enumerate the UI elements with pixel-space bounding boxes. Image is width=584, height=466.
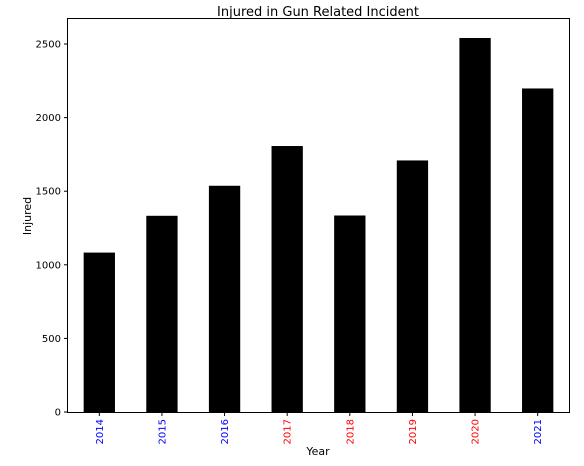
chart-title: Injured in Gun Related Incident — [217, 5, 419, 20]
x-tick-label-2015: 2015 — [157, 419, 168, 444]
x-tick-label-2016: 2016 — [220, 419, 231, 444]
y-tick-label: 2000 — [36, 113, 61, 124]
x-tick-label-2017: 2017 — [283, 419, 294, 444]
x-tick-label-2021: 2021 — [533, 419, 544, 444]
y-tick-label: 1500 — [36, 187, 61, 198]
bar-2021 — [522, 88, 554, 413]
plot-area: 0 500 1000 1500 2000 2500 2014 2015 2016 2017 2018… — [36, 37, 554, 444]
y-tick-label: 500 — [42, 334, 61, 345]
bar-2017 — [271, 146, 303, 412]
x-tick-label-2014: 2014 — [95, 419, 106, 444]
x-axis-label: Year — [305, 445, 330, 458]
y-tick-label: 1000 — [36, 260, 61, 271]
bar-2020 — [459, 37, 491, 412]
bar-2018 — [334, 215, 366, 412]
x-tick-label-2020: 2020 — [471, 419, 482, 444]
bar-2019 — [396, 160, 429, 412]
x-tick-label-2018: 2018 — [345, 419, 356, 444]
bar-2016 — [208, 185, 241, 412]
bar-2014 — [83, 252, 115, 412]
plot-frame — [67, 18, 570, 413]
y-axis-label: Injured — [21, 197, 34, 235]
bar-2015 — [146, 215, 178, 412]
y-tick-label: 2500 — [36, 40, 61, 51]
x-tick-label-2019: 2019 — [408, 419, 419, 444]
y-tick-label: 0 — [55, 408, 61, 419]
